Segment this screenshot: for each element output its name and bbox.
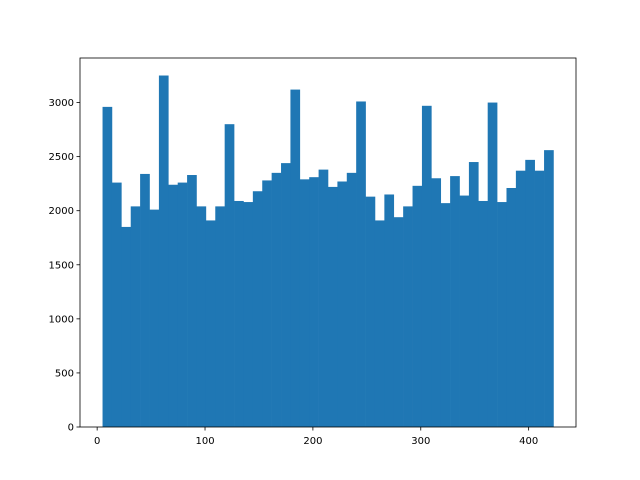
bar (328, 186, 338, 427)
bar (459, 195, 470, 427)
y-tick-label: 2000 (49, 206, 74, 217)
bar (187, 175, 197, 427)
x-tick-label: 400 (519, 436, 538, 447)
bar (271, 172, 282, 427)
bar (412, 185, 423, 427)
bar (525, 159, 535, 427)
bar (149, 209, 160, 427)
bar (440, 203, 451, 427)
bar (196, 206, 207, 427)
bar (450, 176, 460, 427)
bar (243, 202, 254, 427)
bar (374, 220, 385, 427)
bar (121, 226, 132, 427)
x-tick-label: 100 (195, 436, 214, 447)
bar (393, 217, 404, 427)
bar (337, 181, 348, 427)
bar (384, 194, 395, 427)
y-tick-label: 2500 (49, 152, 74, 163)
bar (224, 124, 235, 427)
bar (102, 106, 113, 428)
axes-frame (79, 57, 577, 428)
bar (318, 169, 329, 427)
y-tick-label: 1000 (49, 314, 74, 325)
bar (290, 89, 301, 427)
bar (168, 184, 179, 427)
bar (299, 179, 310, 427)
bar (431, 178, 442, 427)
y-tick-label: 3000 (49, 98, 74, 109)
bar (130, 206, 141, 427)
bar (534, 170, 545, 427)
bar (205, 220, 216, 427)
x-tick-label: 0 (94, 436, 100, 447)
x-tick-label: 200 (303, 436, 322, 447)
y-tick-label: 0 (68, 423, 74, 434)
bar (309, 177, 319, 427)
bar (497, 202, 507, 427)
bar (346, 172, 357, 427)
y-tick-label: 1500 (49, 260, 74, 271)
bar (487, 102, 498, 428)
bar (544, 150, 554, 427)
bar (111, 182, 122, 427)
bar (234, 200, 244, 427)
bar (468, 162, 479, 428)
bar (421, 105, 432, 427)
bar (262, 180, 272, 427)
bar (215, 206, 225, 427)
bar (356, 101, 366, 428)
bar (158, 75, 169, 427)
bar (281, 163, 291, 428)
bar (140, 173, 150, 427)
bar (515, 170, 526, 427)
bar (403, 206, 413, 427)
x-tick-label: 300 (411, 436, 430, 447)
bar (478, 200, 488, 427)
bar (252, 191, 263, 427)
bar (177, 182, 188, 427)
bar (365, 196, 376, 427)
y-tick-label: 500 (55, 368, 74, 379)
bar (506, 187, 517, 427)
